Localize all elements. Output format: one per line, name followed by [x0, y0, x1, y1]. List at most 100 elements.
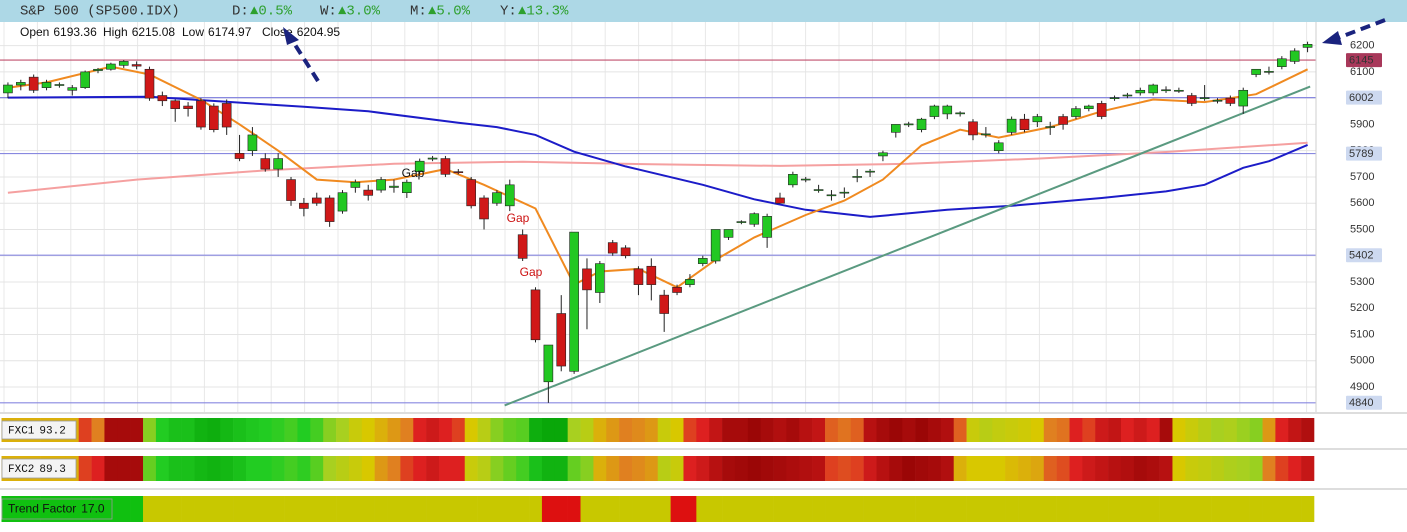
heat-cell [902, 456, 916, 481]
heat-cell [220, 418, 234, 442]
heat-cell [1018, 456, 1032, 481]
heat-cell [1159, 456, 1173, 481]
candle-body [350, 181, 361, 188]
candle-body [196, 100, 206, 128]
heat-cell [734, 496, 749, 522]
heat-cell [400, 496, 414, 522]
heat-cell [773, 456, 787, 481]
heat-cell [323, 496, 337, 522]
heat-cell [284, 418, 298, 442]
heat-cell [181, 496, 195, 522]
y-tick-label: 5600 [1350, 197, 1374, 209]
heat-cell [670, 456, 684, 481]
candle-body [1071, 108, 1081, 117]
heat-cell [825, 496, 839, 522]
ohlc-value: 6215.08 [132, 25, 176, 39]
annotation: Gap [520, 265, 543, 279]
arrow-shaft [1337, 18, 1386, 40]
plot-area [0, 41, 1316, 407]
heat-cell [812, 418, 826, 442]
heat-cell [117, 418, 131, 442]
candle-body [337, 192, 348, 212]
heat-cell [1275, 496, 1289, 522]
heat-cell [567, 456, 581, 481]
heat-cell [400, 418, 414, 442]
candle-body [1058, 116, 1068, 125]
indicator-label: FXC1 93.2 [8, 425, 66, 437]
level-label: 5789 [1349, 148, 1373, 160]
change-value: ▲3.0% [338, 4, 381, 20]
heat-cell [143, 456, 157, 481]
heat-cell [696, 418, 710, 442]
candle-body [389, 185, 399, 188]
candle-body [1109, 97, 1120, 99]
heat-cell [1133, 456, 1148, 481]
heat-cell [1236, 418, 1250, 442]
y-tick-label: 5700 [1350, 171, 1374, 183]
candle-body [466, 179, 476, 207]
heat-cell [1172, 456, 1186, 481]
y-tick-label: 5300 [1350, 276, 1374, 288]
indicator-label: FXC2 89.3 [8, 464, 66, 476]
indicator-label-box [1, 498, 113, 520]
heat-cell [516, 456, 530, 481]
candle-body [41, 82, 52, 88]
indicator-name: FXC2 [8, 464, 34, 476]
heat-cell [619, 418, 633, 442]
heat-cell [1043, 418, 1057, 442]
ohlc-line: Open 6193.36 High 6215.08 Low 6174.97 Close 620… [20, 25, 340, 39]
heat-cell [902, 496, 916, 522]
candle-body [646, 265, 657, 285]
candle-body [80, 71, 90, 88]
annotation: Gap [507, 211, 530, 225]
candle-body [1174, 89, 1184, 92]
candle-body [1186, 95, 1197, 104]
heat-cell [130, 496, 144, 522]
heat-cell [567, 496, 581, 522]
heat-cell [1275, 456, 1289, 481]
heat-cell [760, 456, 774, 481]
heat-cell [143, 496, 157, 522]
candle-body [556, 313, 567, 367]
y-tick-label: 5500 [1350, 223, 1374, 235]
heat-cell [992, 456, 1006, 481]
heat-cell [155, 418, 170, 442]
heat-cell [400, 456, 414, 481]
heat-cell [490, 418, 504, 442]
arrow [283, 27, 320, 83]
heat-cell [644, 456, 659, 481]
heat-cell [837, 496, 852, 522]
heat-cell [606, 418, 620, 442]
heat-cell [194, 418, 208, 442]
heat-cell [1043, 496, 1057, 522]
heat-cell [323, 418, 337, 442]
heat-cell [940, 496, 955, 522]
heat-cell [207, 456, 221, 481]
heat-cell [271, 456, 285, 481]
arrow [1322, 18, 1386, 45]
heat-cell [258, 456, 273, 481]
heat-cell [361, 456, 375, 481]
heat-cell [902, 418, 916, 442]
heat-cell [1069, 456, 1083, 481]
indicator-value: 89.3 [39, 464, 65, 476]
heat-cell [966, 456, 980, 481]
heat-cell [1082, 456, 1096, 481]
heat-cell [439, 456, 453, 481]
heat-cell [1185, 418, 1199, 442]
heat-cell [580, 418, 594, 442]
heat-cell [632, 456, 646, 481]
heat-cell [747, 456, 761, 481]
heat-cell [310, 456, 324, 481]
candle-body [440, 158, 451, 175]
heat-cell [233, 496, 247, 522]
heat-cell [786, 418, 800, 442]
heat-cell [258, 418, 273, 442]
heat-cell [1301, 418, 1315, 442]
heat-cell [747, 418, 761, 442]
heat-cell [1082, 496, 1096, 522]
heat-cell [734, 456, 749, 481]
heat-cell [516, 496, 530, 522]
candle-body [762, 216, 772, 238]
candle-body [1251, 68, 1261, 75]
